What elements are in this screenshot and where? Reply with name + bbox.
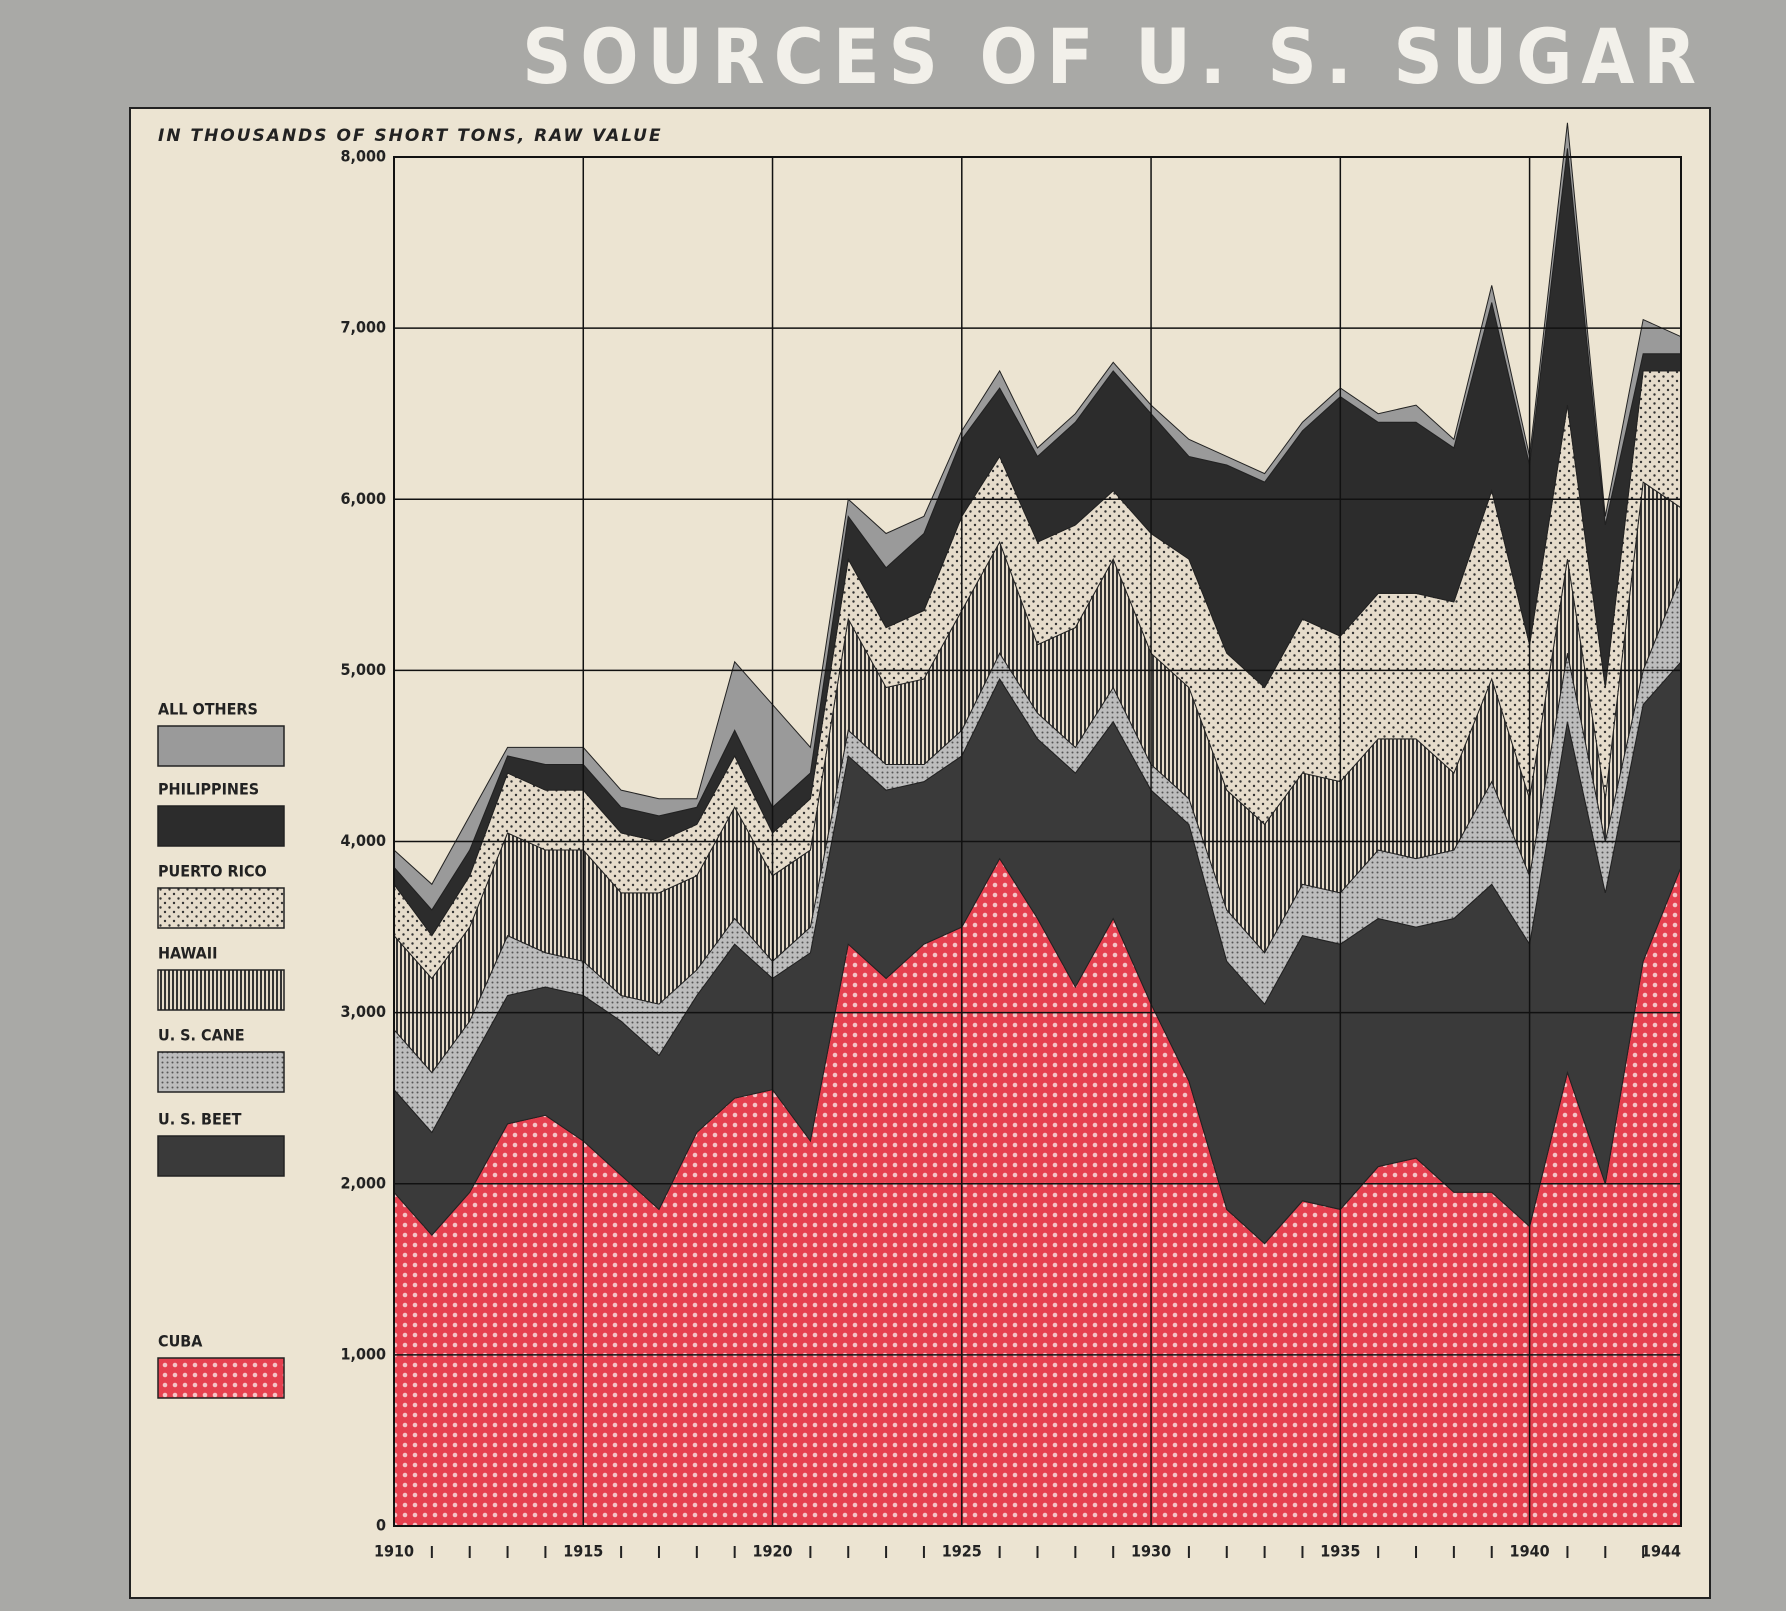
legend-label: ALL OTHERS (158, 700, 258, 719)
legend-label: PUERTO RICO (158, 862, 267, 881)
x-tick-label: 1910 (374, 1542, 414, 1561)
legend-label: U. S. BEET (158, 1110, 242, 1129)
x-tick-label: 1944 (1641, 1542, 1681, 1561)
x-tick-label: 1915 (563, 1542, 603, 1561)
legend-label: CUBA (158, 1332, 203, 1351)
legend-swatch (157, 1135, 285, 1177)
legend-swatch (157, 805, 285, 847)
y-tick-label: 4,000 (340, 831, 386, 850)
legend-label: U. S. CANE (158, 1026, 245, 1045)
x-tick-label: 1925 (942, 1542, 982, 1561)
chart-title: SOURCES OF U. S. SUGAR (522, 12, 1705, 101)
y-axis-label: IN THOUSANDS OF SHORT TONS, RAW VALUE (158, 126, 663, 146)
x-tick-label: 1930 (1131, 1542, 1171, 1561)
legend-label: PHILIPPINES (158, 780, 259, 799)
legend-label: HAWAII (158, 944, 217, 963)
y-tick-label: 8,000 (340, 147, 386, 166)
y-tick-label: 7,000 (340, 318, 386, 337)
legend-swatch (157, 1357, 285, 1399)
x-tick-label: 1940 (1510, 1542, 1550, 1561)
plot-frame (393, 156, 1682, 1527)
legend-swatch (157, 969, 285, 1011)
y-tick-label: 6,000 (340, 489, 386, 508)
y-tick-label: 2,000 (340, 1173, 386, 1192)
x-tick-label: 1920 (752, 1542, 792, 1561)
x-tick-label: 1935 (1320, 1542, 1360, 1561)
y-tick-label: 5,000 (340, 660, 386, 679)
y-tick-label: 0 (376, 1516, 386, 1535)
y-tick-label: 1,000 (340, 1344, 386, 1363)
legend-swatch (157, 887, 285, 929)
legend-swatch (157, 1051, 285, 1093)
legend-swatch (157, 725, 285, 767)
y-tick-label: 3,000 (340, 1002, 386, 1021)
